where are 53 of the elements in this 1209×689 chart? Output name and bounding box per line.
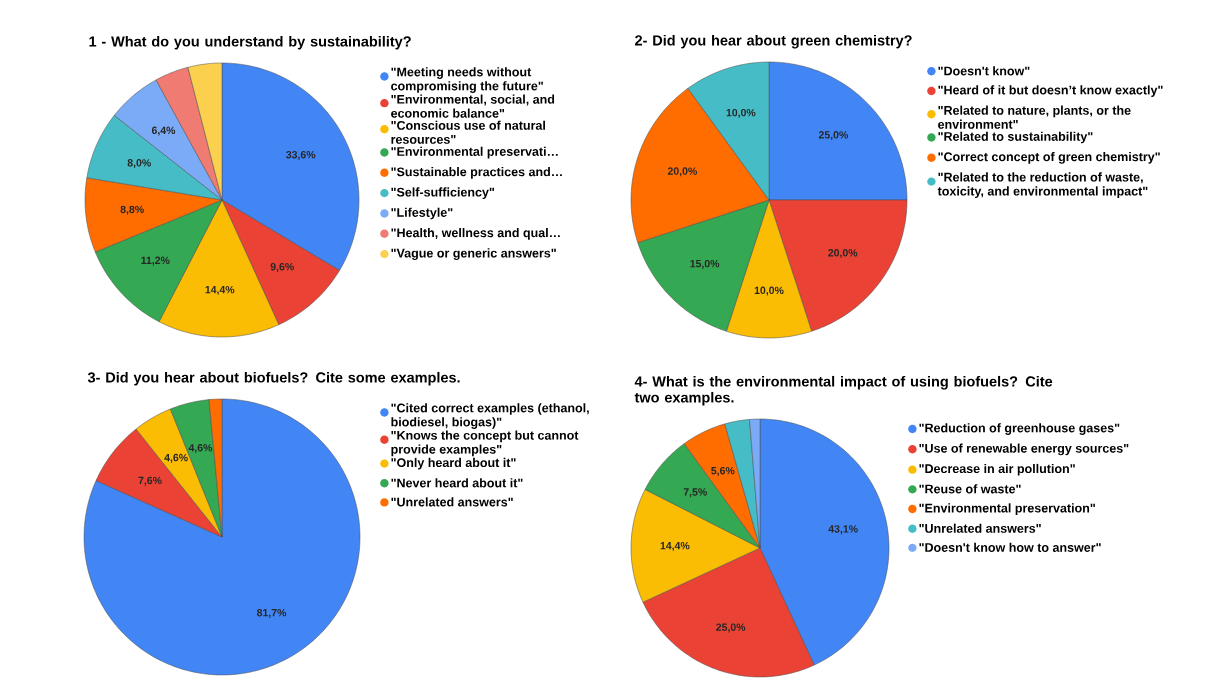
data-label: 7,5% [683, 488, 707, 498]
data-label: 7,6% [138, 476, 162, 486]
legend-label: "Self-sufficiency" [391, 187, 495, 200]
data-label: 20,0% [667, 167, 697, 177]
legend-label: "Unrelated answers" [391, 497, 513, 507]
legend-label: "Related to sustainability" [938, 131, 1093, 144]
data-label: 20,0% [828, 249, 858, 259]
legend-label: "Reduction of greenhouse gases" [919, 423, 1120, 435]
data-label: 4,6% [188, 444, 213, 453]
data-label: 6,4% [151, 126, 176, 136]
legend-label: "Unrelated answers" [919, 523, 1041, 533]
data-label: 8,0% [127, 159, 151, 169]
chart-title: 2- Did you hear about green chemistry? [635, 34, 912, 49]
legend-label: "Use of renewable energy sources" [919, 443, 1129, 456]
data-label: 8,8% [120, 205, 144, 215]
legend-label: "Only heard about it" [391, 457, 516, 470]
legend-label: "Environmental preservation" [919, 503, 1095, 515]
data-label: 9,6% [270, 262, 294, 272]
legend-label: "Health, wellness and qual… [391, 228, 560, 240]
data-label: 14,4% [660, 541, 690, 551]
data-label: 43,1% [828, 525, 858, 535]
chart-title: 4- What is the environmental impact of using biofuels? Cite two examples. [634, 375, 1053, 406]
data-label: 10,0% [726, 108, 756, 118]
data-label: 25,0% [818, 131, 849, 141]
data-label: 15,0% [690, 259, 720, 269]
legend-label: "Environmental, social, and economic balance" [391, 94, 555, 118]
chart-title: 3- Did you hear about biofuels? Cite some examples. [87, 371, 460, 386]
legend-label: "Meeting needs without compromising the future" [391, 67, 543, 93]
data-label: 5,6% [711, 466, 735, 476]
legend-label: "Conscious use of natural resources" [391, 120, 545, 144]
data-label: 25,0% [716, 623, 746, 633]
legend-label: "Lifestyle" [391, 207, 453, 220]
legend-label: "Vague or generic answers" [391, 248, 556, 261]
legend-label: "Related to nature, plants, or the environment" [938, 105, 1131, 129]
legend-label: "Heard of it but doesn’t know exactly" [938, 85, 1163, 97]
data-label: 33,6% [286, 150, 316, 160]
legend-label: "Decrease in air pollution" [919, 463, 1075, 476]
data-label: 4,6% [164, 453, 188, 463]
legend-label: "Never heard about it" [391, 478, 523, 488]
legend-label: "Correct concept of green chemistry" [938, 152, 1160, 164]
legend-label: "Reuse of waste" [919, 484, 1021, 494]
legend-label: "Knows the concept but cannot provide examples" [391, 430, 579, 457]
legend-label: "Doesn't know how to answer" [919, 542, 1101, 552]
chart-title: 1 - What do you understand by sustainability? [89, 35, 411, 50]
data-label: 81,7% [256, 608, 287, 618]
legend-label: "Environmental preservati… [391, 146, 558, 159]
data-label: 11,2% [141, 256, 170, 266]
data-label: 10,0% [754, 286, 784, 296]
legend-label: "Related to the reduction of waste, toxicity, and environmental impact" [937, 172, 1148, 199]
data-label: 14,4% [205, 285, 235, 295]
legend-label: "Sustainable practices and… [391, 167, 562, 179]
legend-label: "Cited correct examples (ethanol, biodiesel, biogas)" [391, 403, 589, 429]
legend-label: "Doesn't know" [938, 66, 1030, 76]
